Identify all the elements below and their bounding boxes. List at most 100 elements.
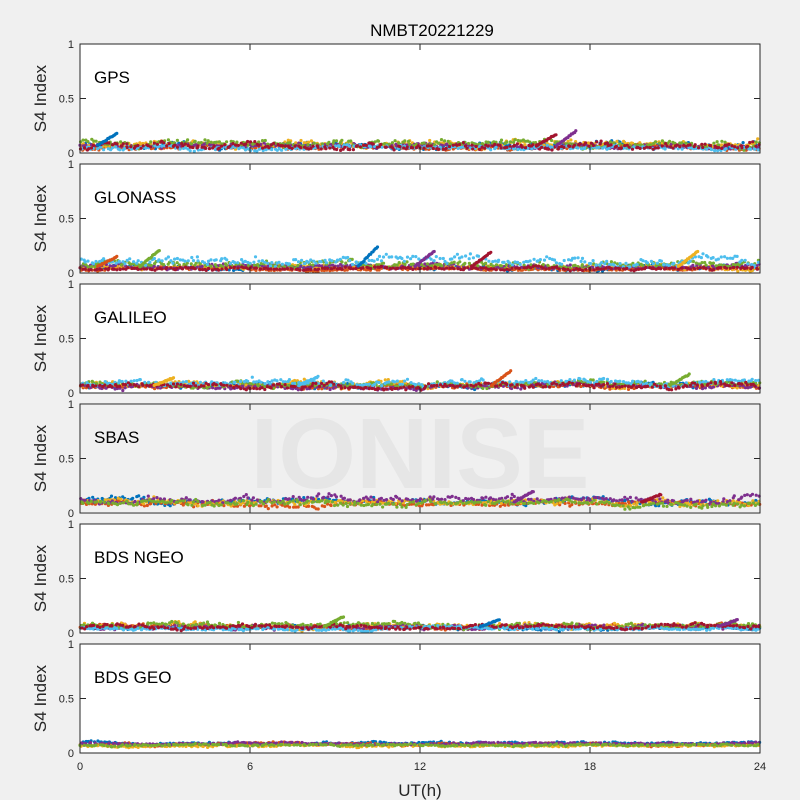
data-point	[384, 145, 388, 149]
data-point	[148, 260, 152, 264]
y-tick-label: 0.5	[59, 94, 74, 106]
data-point	[680, 266, 684, 270]
data-point	[740, 146, 744, 150]
data-point	[694, 261, 698, 265]
data-point	[268, 264, 273, 268]
data-point	[173, 257, 177, 261]
data-point	[434, 266, 438, 270]
data-point	[225, 267, 229, 272]
data-point	[711, 256, 715, 260]
data-point	[266, 261, 270, 265]
data-point	[691, 263, 695, 267]
data-point	[195, 255, 199, 259]
data-point-peak	[696, 249, 700, 254]
data-point	[438, 256, 442, 261]
data-point	[87, 147, 91, 151]
data-point	[262, 141, 266, 145]
data-point	[373, 140, 377, 144]
data-point	[217, 140, 221, 144]
data-point	[281, 144, 285, 148]
data-point	[672, 266, 676, 270]
data-point	[81, 138, 85, 142]
data-point	[411, 146, 415, 150]
data-point	[591, 143, 596, 148]
data-point	[192, 149, 196, 153]
data-point	[443, 139, 447, 143]
data-point	[588, 261, 593, 266]
data-point	[328, 146, 332, 150]
y-axis-label: S4 Index	[31, 184, 50, 252]
data-point	[220, 144, 224, 148]
data-point	[745, 144, 750, 148]
data-point	[257, 140, 261, 144]
data-point	[400, 256, 404, 261]
data-point	[149, 140, 153, 144]
data-point	[236, 266, 240, 270]
data-point	[474, 144, 478, 149]
data-point	[112, 267, 116, 271]
data-point	[511, 140, 516, 144]
data-point	[466, 266, 470, 270]
data-point	[260, 139, 265, 143]
data-point	[431, 146, 435, 151]
data-point	[339, 148, 343, 152]
data-point	[123, 386, 127, 390]
data-point	[110, 264, 115, 268]
data-point	[328, 387, 332, 392]
data-point	[114, 145, 118, 149]
data-point	[199, 148, 203, 152]
data-point	[713, 149, 717, 153]
data-point	[644, 265, 648, 270]
data-point	[217, 146, 221, 150]
data-point	[699, 256, 704, 260]
data-point	[705, 147, 709, 151]
data-point	[129, 262, 133, 266]
data-point	[445, 266, 449, 270]
data-point	[149, 145, 153, 149]
data-point	[716, 257, 721, 261]
data-point	[557, 145, 561, 149]
data-point	[293, 144, 297, 148]
data-point	[735, 254, 739, 258]
data-point	[486, 144, 490, 148]
data-point	[748, 147, 753, 151]
data-point	[229, 266, 233, 270]
data-point	[246, 139, 250, 144]
data-point	[141, 144, 145, 148]
data-point	[355, 144, 359, 148]
data-point	[584, 141, 588, 145]
data-point	[669, 145, 673, 149]
data-point	[462, 266, 467, 270]
data-point	[580, 256, 585, 260]
data-point	[408, 142, 412, 146]
data-point	[568, 269, 572, 273]
data-point	[465, 146, 469, 150]
data-point	[515, 145, 520, 149]
data-point	[300, 258, 304, 262]
data-point	[481, 266, 485, 270]
data-point	[723, 255, 727, 259]
data-point	[209, 258, 213, 262]
data-point	[288, 141, 292, 145]
data-point	[324, 261, 328, 265]
data-point	[484, 261, 488, 265]
data-point	[510, 266, 514, 270]
data-point	[283, 144, 287, 148]
data-point	[274, 267, 279, 271]
data-point	[235, 140, 239, 144]
data-point	[715, 140, 719, 144]
data-point	[720, 143, 724, 147]
data-point	[429, 257, 433, 261]
data-point	[200, 145, 204, 149]
data-point	[121, 388, 125, 393]
panel-label: GPS	[94, 68, 130, 87]
data-point	[604, 266, 608, 270]
data-point	[467, 257, 471, 261]
data-point	[645, 261, 650, 265]
data-point	[397, 261, 401, 265]
data-point	[198, 267, 202, 272]
data-point	[693, 143, 697, 147]
data-point	[688, 267, 693, 271]
data-point	[698, 266, 703, 270]
